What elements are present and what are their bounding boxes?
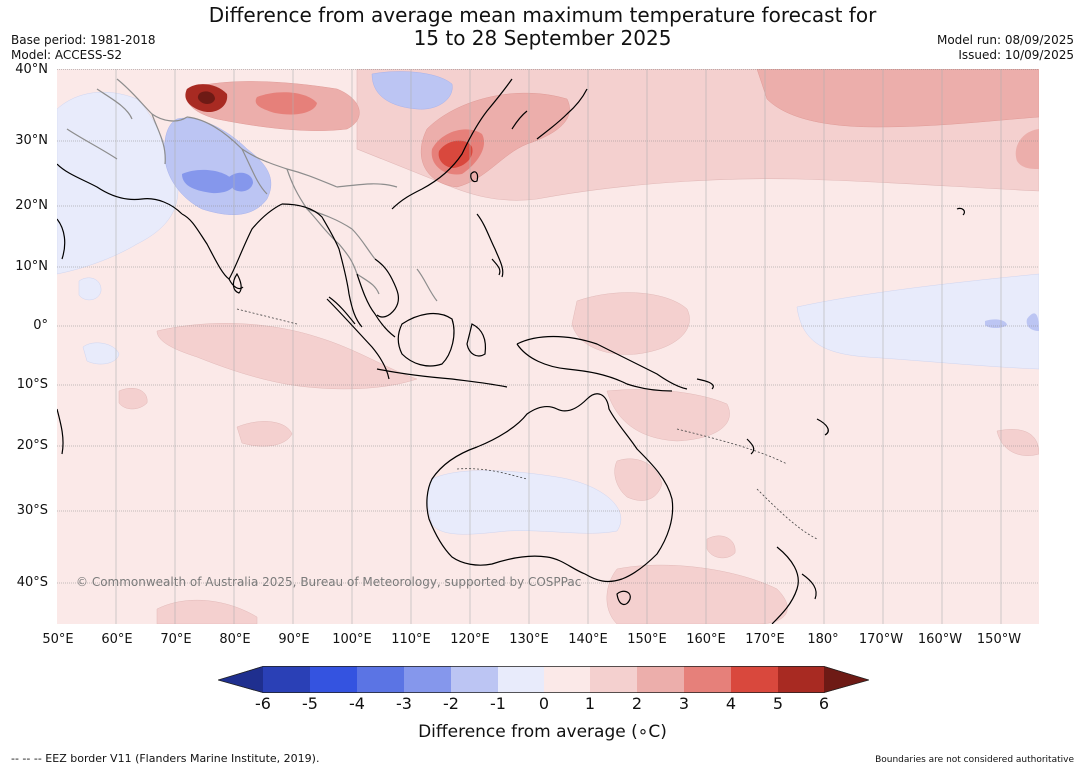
colorbar-outline [218,666,869,693]
warm-south-2 [118,387,148,410]
colorbar-seg-9 [684,666,731,693]
colorbar-seg-5 [498,666,544,693]
colorbar-tick: 0 [538,694,550,713]
lat-label-0: 0° [33,318,48,333]
colorbar-tick: -1 [490,694,506,713]
colorbar-tick: 5 [772,694,784,713]
warm-south-5 [706,535,736,559]
colorbar-tick: 2 [631,694,643,713]
lon-label-140e: 140°E [568,632,608,647]
lat-label-40s: 40°S [16,575,48,590]
lon-label-70e: 70°E [160,632,192,647]
cool-india-core [182,169,235,194]
cool-indian-ocean [82,342,120,365]
lat-label-30n: 30°N [15,133,48,148]
lat-label-10n: 10°N [15,259,48,274]
lat-label-40n: 40°N [15,62,48,77]
colorbar [218,666,869,693]
eez-credit: -- -- -- EEZ border V11 (Flanders Marine… [11,752,320,765]
lon-label-50e: 50°E [42,632,74,647]
title-line-1: Difference from average mean maximum tem… [208,3,877,27]
warm-china-peak [438,140,473,168]
lon-label-150e: 150°E [627,632,667,647]
colorbar-tick: -2 [443,694,459,713]
cool-india-core-2 [229,172,253,192]
lon-label-130e: 130°E [509,632,549,647]
lat-label-20s: 20°S [16,438,48,453]
lon-label-60e: 60°E [101,632,133,647]
lat-label-30s: 30°S [16,503,48,518]
warm-kashmir-core [197,91,215,104]
lon-label-160w: 160°W [917,632,963,647]
cool-arabian [78,277,102,301]
warm-south-1 [236,421,293,447]
colorbar-arrow-high [824,666,869,693]
colorbar-tick: 3 [678,694,690,713]
colorbar-tick: -6 [255,694,271,713]
base-period: Base period: 1981-2018 [11,33,156,47]
lon-label-120e: 120°E [450,632,490,647]
colorbar-tick: -4 [349,694,365,713]
colorbar-seg-10 [731,666,778,693]
cool-pacific-core-2 [1026,313,1039,331]
model-name: Model: ACCESS-S2 [11,48,123,62]
colorbar-seg-0 [263,666,310,693]
lon-label-150w: 150°W [976,632,1022,647]
colorbar-seg-1 [310,666,357,693]
lon-label-100e: 100°E [332,632,372,647]
lon-label-170e: 170°E [745,632,785,647]
lon-label-110e: 110°E [391,632,431,647]
graticule [57,69,1039,624]
warm-east-aus [614,458,663,501]
warm-patch-east-edge [1015,129,1039,169]
coastlines [57,78,966,624]
colorbar-tick: 1 [584,694,596,713]
lat-label-20n: 20°N [15,198,48,213]
colorbar-seg-2 [357,666,404,693]
lon-label-170w: 170°W [858,632,904,647]
meta-left: Base period: 1981-2018 Model: ACCESS-S2 [11,33,156,63]
warm-patch-3-4-pacific [756,69,1039,128]
colorbar-tick: 6 [818,694,830,713]
title-line-2: 15 to 28 September 2025 [413,26,672,50]
lon-label-160e: 160°E [686,632,726,647]
cool-south-pacific [796,273,1039,370]
warm-pacific-equator [571,292,690,355]
eez-border [236,308,818,540]
colorbar-seg-4 [451,666,498,693]
colorbar-seg-3 [404,666,451,693]
map-title: Difference from average mean maximum tem… [0,4,1085,50]
colorbar-seg-8 [637,666,684,693]
cool-australia [427,470,622,535]
colorbar-arrow-low [218,666,263,693]
lon-label-80e: 80°E [219,632,251,647]
colorbar-tick: 4 [725,694,737,713]
meta-right: Model run: 08/09/2025 Issued: 10/09/2025 [937,33,1074,63]
colorbar-tick: -5 [302,694,318,713]
forecast-map [57,69,1039,624]
model-run: Model run: 08/09/2025 [936,33,1074,47]
warm-tibet-core [255,92,317,115]
lon-label-90e: 90°E [278,632,310,647]
colorbar-tick: -3 [396,694,412,713]
copyright-notice: © Commonwealth of Australia 2025, Bureau… [76,575,582,589]
boundaries-disclaimer: Boundaries are not considered authoritat… [875,755,1074,765]
lon-label-180: 180° [807,632,839,647]
issued-date: Issued: 10/09/2025 [958,48,1074,62]
country-borders [66,78,438,302]
warm-south-3 [156,599,258,624]
map-canvas [57,69,1039,624]
colorbar-label: Difference from average (∘C) [418,722,667,742]
lat-label-10s: 10°S [16,377,48,392]
colorbar-seg-7 [590,666,637,693]
colorbar-seg-11 [778,666,824,693]
colorbar-seg-6 [544,666,590,693]
